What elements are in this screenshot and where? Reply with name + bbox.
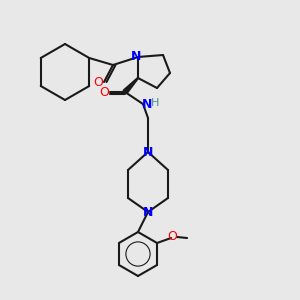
Text: N: N [142,98,152,110]
Text: O: O [167,230,177,244]
Text: N: N [143,206,153,218]
Text: O: O [93,76,103,88]
Text: H: H [151,98,159,108]
Polygon shape [123,78,138,94]
Text: N: N [143,146,153,158]
Text: N: N [131,50,141,62]
Text: O: O [99,85,109,98]
